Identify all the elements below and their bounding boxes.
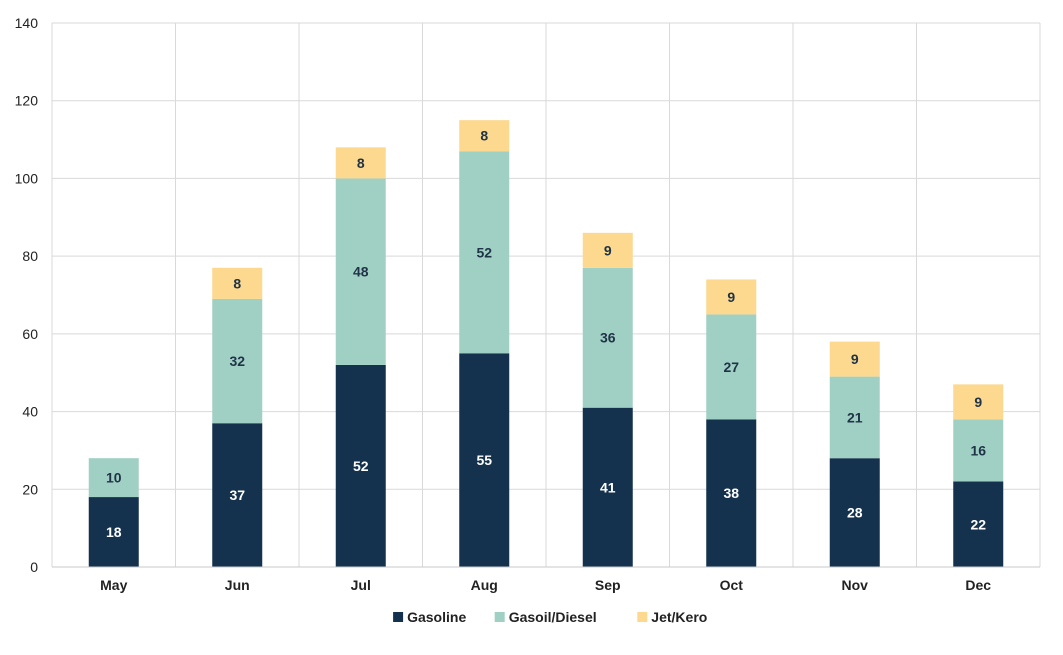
y-tick-label: 40: [22, 404, 38, 420]
data-label: 48: [353, 264, 369, 280]
y-tick-label: 100: [15, 170, 39, 186]
data-label: 8: [357, 155, 365, 171]
legend-label: Gasoil/Diesel: [509, 609, 597, 625]
y-tick-label: 20: [22, 481, 38, 497]
data-label: 52: [353, 458, 369, 474]
x-tick-label: Aug: [471, 577, 498, 593]
x-tick-label: Jul: [351, 577, 371, 593]
y-axis: 0 20 40 60 80 100 120 140: [15, 15, 39, 575]
gridlines: [51, 22, 1041, 568]
data-label: 9: [727, 289, 735, 305]
x-tick-label: Oct: [720, 577, 744, 593]
legend-item: Gasoline: [393, 609, 466, 625]
y-tick-label: 80: [22, 248, 38, 264]
x-tick-label: May: [100, 577, 127, 593]
x-tick-label: Dec: [965, 577, 991, 593]
data-label: 55: [476, 452, 492, 468]
bar-segment: [829, 376, 880, 459]
bar-segment: [953, 384, 1004, 420]
data-label: 8: [233, 275, 241, 291]
bar-segment: [459, 151, 510, 354]
y-tick-label: 140: [15, 15, 39, 31]
bar-segment: [582, 232, 633, 268]
bar-segment: [335, 147, 386, 179]
legend: Gasoline Gasoil/Diesel Jet/Kero: [393, 609, 707, 625]
bar-segment: [212, 298, 263, 424]
legend-swatch: [393, 612, 404, 622]
bar-segment: [88, 497, 139, 567]
legend-label: Gasoline: [407, 609, 466, 625]
bar-segment: [706, 419, 757, 567]
bar-segment: [459, 120, 510, 152]
legend-item: Jet/Kero: [637, 609, 707, 625]
data-label: 10: [106, 470, 122, 486]
data-label: 27: [723, 359, 739, 375]
legend-label: Jet/Kero: [651, 609, 707, 625]
data-label: 18: [106, 524, 122, 540]
data-label: 41: [600, 479, 616, 495]
data-label: 28: [847, 505, 863, 521]
y-tick-label: 60: [22, 326, 38, 342]
data-label: 52: [476, 244, 492, 260]
y-tick-label: 120: [15, 93, 39, 109]
bar-segment: [212, 423, 263, 567]
y-tick-label: 0: [30, 559, 38, 575]
data-label: 37: [229, 487, 245, 503]
bar-segment: [88, 458, 139, 498]
bar-segment: [335, 178, 386, 365]
data-label: 9: [974, 394, 982, 410]
bar-segment: [706, 279, 757, 315]
legend-swatch: [494, 612, 505, 622]
data-label: 16: [970, 442, 986, 458]
bar-segment: [212, 267, 263, 299]
bars: 18 10 37 32 8 52 48 8 55 52 8 41 36 9 38 27 9 28 21 9 22 16 9: [88, 120, 1004, 567]
bar-segment: [706, 314, 757, 420]
bar-segment: [953, 419, 1004, 482]
data-label: 38: [723, 485, 739, 501]
bar-segment: [829, 458, 880, 567]
legend-swatch: [637, 612, 648, 622]
data-label: 22: [970, 516, 986, 532]
bar-segment: [582, 267, 633, 408]
bar-segment: [459, 353, 510, 567]
data-label: 9: [604, 242, 612, 258]
bar-segment: [953, 481, 1004, 567]
bar-segment: [582, 407, 633, 567]
bar-segment: [335, 364, 386, 567]
legend-item: Gasoil/Diesel: [494, 609, 597, 625]
data-label: 9: [851, 351, 859, 367]
data-label: 32: [229, 353, 245, 369]
x-tick-label: Nov: [842, 577, 869, 593]
data-label: 36: [600, 330, 616, 346]
bar-segment: [829, 341, 880, 377]
data-label: 21: [847, 409, 863, 425]
data-label: 8: [480, 128, 488, 144]
x-axis: May Jun Jul Aug Sep Oct Nov Dec: [52, 566, 1040, 593]
x-tick-label: Jun: [225, 577, 250, 593]
x-tick-label: Sep: [595, 577, 621, 593]
